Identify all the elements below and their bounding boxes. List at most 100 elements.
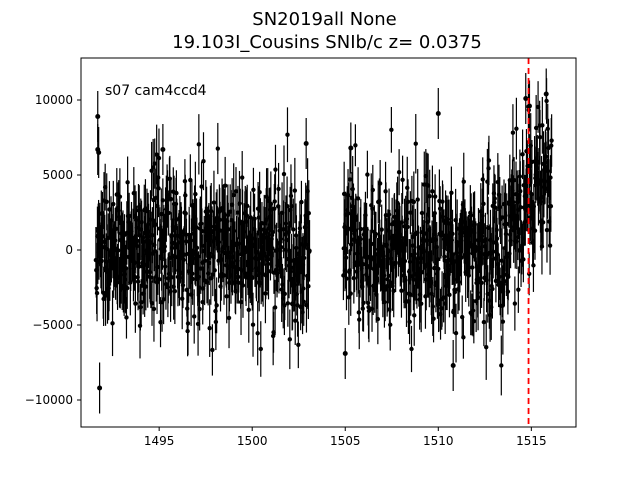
data-point xyxy=(202,258,208,263)
data-point xyxy=(456,279,462,285)
data-point xyxy=(306,210,311,216)
data-point xyxy=(413,141,418,146)
data-point xyxy=(207,325,212,331)
data-point xyxy=(194,245,200,251)
data-point xyxy=(179,230,184,236)
data-point xyxy=(389,127,394,133)
data-point xyxy=(382,299,387,305)
data-point xyxy=(96,150,102,155)
data-point xyxy=(138,300,144,305)
data-point xyxy=(540,123,545,128)
data-point xyxy=(238,299,244,305)
data-point xyxy=(432,194,438,199)
data-point xyxy=(543,91,549,97)
data-point xyxy=(447,292,452,298)
data-point xyxy=(143,284,149,289)
data-point xyxy=(396,169,402,175)
camera-annotation: s07 cam4ccd4 xyxy=(105,83,207,99)
data-point xyxy=(124,315,129,320)
data-point xyxy=(511,177,517,183)
data-point xyxy=(520,152,525,157)
data-point xyxy=(450,363,456,368)
data-point xyxy=(160,147,166,152)
y-axis-ticks: −10000 −5000 0 5000 10000 xyxy=(25,93,81,407)
data-point xyxy=(547,243,553,248)
data-point xyxy=(514,126,519,131)
y-tick-label: 10000 xyxy=(35,93,73,107)
data-point xyxy=(480,177,485,182)
data-point xyxy=(180,296,185,301)
x-tick-label: 1510 xyxy=(423,434,454,448)
data-point xyxy=(415,197,420,202)
data-point xyxy=(412,313,417,318)
data-point xyxy=(526,103,532,109)
data-point xyxy=(348,291,353,296)
x-tick-label: 1495 xyxy=(144,434,175,448)
data-point xyxy=(184,239,189,244)
data-point xyxy=(361,300,366,306)
data-point xyxy=(211,200,217,205)
data-point xyxy=(258,346,263,352)
data-point xyxy=(430,189,435,194)
data-point xyxy=(512,301,518,306)
data-point xyxy=(342,351,348,356)
data-point xyxy=(386,273,391,279)
data-point xyxy=(461,335,466,340)
data-point xyxy=(222,183,228,188)
data-point xyxy=(94,290,100,296)
data-point xyxy=(360,262,366,267)
data-point xyxy=(181,252,187,257)
data-point xyxy=(405,199,411,205)
data-point xyxy=(400,177,405,182)
data-point xyxy=(285,301,291,306)
data-point xyxy=(255,331,260,336)
data-point xyxy=(250,322,256,327)
data-point xyxy=(502,278,507,284)
data-point xyxy=(369,241,374,247)
data-point xyxy=(549,138,554,143)
data-point xyxy=(521,257,526,262)
data-point xyxy=(281,171,287,177)
data-point xyxy=(355,196,361,201)
data-point xyxy=(529,192,534,197)
data-point xyxy=(479,280,484,286)
data-point xyxy=(190,276,195,282)
data-point xyxy=(500,319,506,324)
data-point xyxy=(544,227,550,233)
data-point xyxy=(215,146,221,151)
data-point xyxy=(180,282,186,288)
data-point xyxy=(532,228,538,233)
data-point xyxy=(192,314,197,319)
data-point xyxy=(497,274,502,279)
data-point xyxy=(504,221,509,227)
data-point xyxy=(299,199,304,205)
data-point xyxy=(375,316,381,322)
data-point xyxy=(382,287,388,292)
data-point xyxy=(294,245,299,251)
data-point xyxy=(224,294,229,299)
data-point xyxy=(407,319,412,325)
data-point xyxy=(97,385,103,391)
data-point xyxy=(95,114,101,119)
data-point xyxy=(116,248,121,253)
data-point xyxy=(471,319,477,324)
data-point xyxy=(110,321,115,326)
data-point xyxy=(125,180,130,185)
data-point xyxy=(418,301,424,306)
data-point xyxy=(303,141,309,146)
data-point xyxy=(470,308,476,313)
data-point xyxy=(481,201,486,207)
data-point xyxy=(233,189,239,194)
data-point xyxy=(405,224,410,230)
data-point xyxy=(135,279,141,284)
x-tick-label: 1505 xyxy=(330,434,361,448)
data-point xyxy=(133,301,138,306)
data-point xyxy=(347,177,353,182)
data-point xyxy=(111,201,116,207)
chart-title: SN2019all None xyxy=(252,9,396,30)
data-point xyxy=(287,337,293,342)
data-point xyxy=(231,192,236,198)
data-point xyxy=(101,296,106,302)
data-point xyxy=(366,308,372,314)
data-point xyxy=(475,295,481,300)
